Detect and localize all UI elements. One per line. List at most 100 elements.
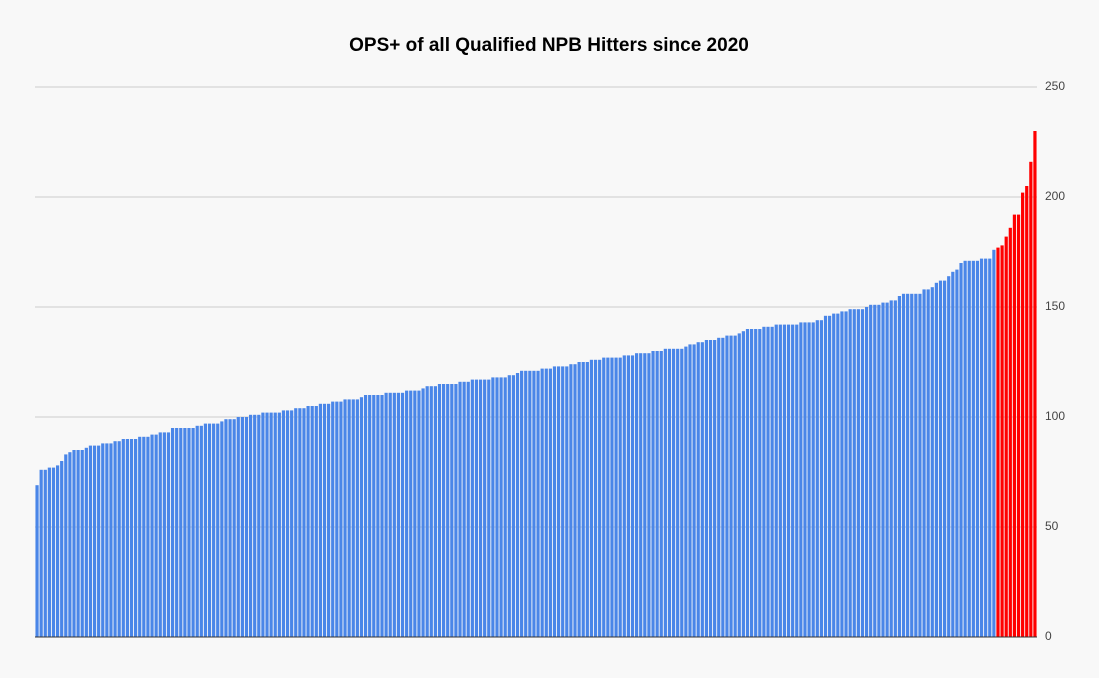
bar (400, 392, 405, 637)
bar (232, 419, 236, 637)
bar (396, 392, 401, 637)
bar (446, 384, 450, 637)
bar (971, 260, 975, 637)
bar (667, 348, 672, 637)
bar (975, 260, 980, 637)
bar (680, 348, 684, 637)
bar (651, 351, 655, 637)
bar (322, 403, 327, 637)
bar (405, 390, 409, 637)
bar (97, 445, 101, 637)
bar (873, 304, 877, 637)
bar (261, 412, 265, 637)
bar (749, 329, 754, 637)
bar (963, 260, 967, 637)
bar (593, 359, 598, 637)
bar (248, 414, 253, 637)
bar (306, 406, 310, 637)
bar (544, 368, 548, 637)
bar (113, 441, 117, 637)
bar (618, 357, 622, 637)
bar (967, 260, 971, 637)
bar (569, 364, 573, 637)
bar (614, 357, 618, 637)
bar (207, 423, 212, 637)
bar (1004, 236, 1008, 637)
bar (384, 392, 388, 637)
bar (1033, 131, 1037, 637)
bar (791, 324, 795, 637)
bar (125, 439, 129, 637)
bar (524, 370, 528, 637)
bar (803, 322, 807, 637)
bar (158, 432, 162, 637)
bar (893, 300, 897, 637)
bar (244, 417, 249, 637)
bar (864, 307, 869, 637)
bar (314, 406, 318, 637)
bar (117, 441, 121, 637)
bar (72, 450, 76, 637)
bar (425, 386, 429, 637)
bar (676, 348, 680, 637)
bar (503, 377, 507, 637)
bar (602, 357, 606, 637)
bar (897, 296, 902, 637)
bar (92, 445, 97, 637)
bar (212, 423, 216, 637)
bar (170, 428, 175, 637)
bar (84, 447, 88, 637)
bar (281, 410, 286, 637)
bar (39, 469, 43, 637)
bar (819, 320, 824, 637)
bar (454, 384, 458, 637)
bar (121, 439, 125, 637)
bar (203, 423, 208, 637)
bar (754, 329, 758, 637)
bar (947, 276, 951, 637)
bar (80, 450, 84, 637)
bar (955, 269, 959, 637)
bar (684, 346, 688, 637)
bar (556, 366, 561, 637)
y-tick-label: 50 (1045, 519, 1059, 533)
bar (392, 392, 396, 637)
bar (704, 340, 709, 637)
bar (745, 329, 750, 637)
bar (290, 410, 294, 637)
bar (60, 461, 64, 637)
bar (721, 337, 725, 637)
bar (269, 412, 273, 637)
bar (540, 368, 544, 637)
y-tick-label: 250 (1045, 79, 1065, 93)
bar (725, 335, 729, 637)
bar (1012, 214, 1017, 637)
bar (515, 373, 520, 637)
bar (101, 443, 105, 637)
bar (655, 351, 659, 637)
bar (918, 293, 922, 637)
bar (869, 304, 873, 637)
bar (236, 417, 240, 637)
bar (770, 326, 774, 637)
bar (532, 370, 536, 637)
y-tick-label: 100 (1045, 409, 1065, 423)
y-tick-label: 200 (1045, 189, 1065, 203)
bar (914, 293, 918, 637)
bar (199, 425, 203, 637)
bar (35, 485, 39, 637)
bar (671, 348, 676, 637)
bar (708, 340, 713, 637)
bar (134, 439, 138, 637)
bar (105, 443, 109, 637)
chart-title: OPS+ of all Qualified NPB Hitters since … (349, 35, 749, 56)
bar (355, 399, 359, 637)
bar (478, 379, 483, 637)
bar (1000, 245, 1004, 637)
bar (840, 311, 844, 637)
bar (310, 406, 314, 637)
bar (359, 397, 364, 637)
bar (774, 324, 778, 637)
bar (388, 392, 392, 637)
bar (47, 467, 51, 637)
